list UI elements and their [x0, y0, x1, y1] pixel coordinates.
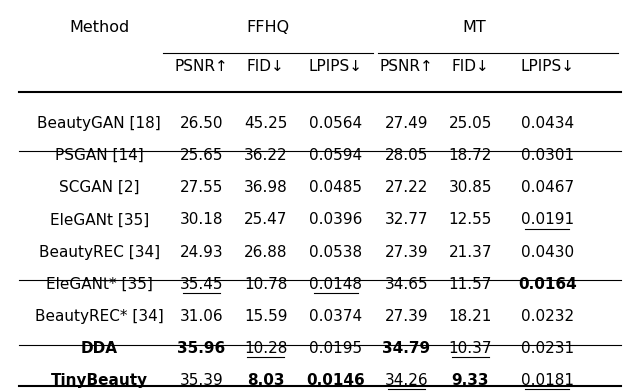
Text: 0.0191: 0.0191: [520, 212, 574, 227]
Text: 36.22: 36.22: [244, 148, 287, 163]
Text: 26.88: 26.88: [244, 245, 287, 260]
Text: 36.98: 36.98: [244, 180, 287, 195]
Text: EleGANt [35]: EleGANt [35]: [49, 212, 149, 227]
Text: 27.39: 27.39: [385, 309, 428, 324]
Text: 0.0181: 0.0181: [521, 373, 573, 388]
Text: 11.57: 11.57: [449, 277, 492, 292]
Text: 0.0164: 0.0164: [518, 277, 577, 292]
Text: 27.55: 27.55: [180, 180, 223, 195]
Text: 25.05: 25.05: [449, 116, 492, 131]
Text: 34.65: 34.65: [385, 277, 428, 292]
Text: 18.72: 18.72: [449, 148, 492, 163]
Text: 9.33: 9.33: [452, 373, 489, 388]
Text: Method: Method: [69, 20, 129, 35]
Text: 35.45: 35.45: [180, 277, 223, 292]
Text: LPIPS↓: LPIPS↓: [520, 59, 574, 74]
Text: 0.0146: 0.0146: [307, 373, 365, 388]
Text: 30.85: 30.85: [449, 180, 492, 195]
Text: SCGAN [2]: SCGAN [2]: [59, 180, 140, 195]
Text: 18.21: 18.21: [449, 309, 492, 324]
Text: 0.0374: 0.0374: [309, 309, 363, 324]
Text: 15.59: 15.59: [244, 309, 287, 324]
Text: 25.65: 25.65: [180, 148, 223, 163]
Text: 10.78: 10.78: [244, 277, 287, 292]
Text: 45.25: 45.25: [244, 116, 287, 131]
Text: PSNR↑: PSNR↑: [380, 59, 433, 74]
Text: PSNR↑: PSNR↑: [175, 59, 228, 74]
Text: 27.22: 27.22: [385, 180, 428, 195]
Text: 26.50: 26.50: [180, 116, 223, 131]
Text: 0.0396: 0.0396: [309, 212, 363, 227]
Text: 27.49: 27.49: [385, 116, 428, 131]
Text: 35.96: 35.96: [177, 341, 226, 356]
Text: 0.0594: 0.0594: [309, 148, 363, 163]
Text: 0.0485: 0.0485: [310, 180, 362, 195]
Text: 24.93: 24.93: [180, 245, 223, 260]
Text: 0.0301: 0.0301: [520, 148, 574, 163]
Text: 34.79: 34.79: [382, 341, 431, 356]
Text: 10.37: 10.37: [449, 341, 492, 356]
Text: 0.0434: 0.0434: [520, 116, 574, 131]
Text: 32.77: 32.77: [385, 212, 428, 227]
Text: 25.47: 25.47: [244, 212, 287, 227]
Text: 0.0231: 0.0231: [520, 341, 574, 356]
Text: 10.28: 10.28: [244, 341, 287, 356]
Text: BeautyREC* [34]: BeautyREC* [34]: [35, 309, 164, 324]
Text: 8.03: 8.03: [247, 373, 284, 388]
Text: EleGANt* [35]: EleGANt* [35]: [46, 277, 152, 292]
Text: 12.55: 12.55: [449, 212, 492, 227]
Text: 35.39: 35.39: [180, 373, 223, 388]
Text: FFHQ: FFHQ: [246, 20, 289, 35]
Text: TinyBeauty: TinyBeauty: [51, 373, 148, 388]
Text: 31.06: 31.06: [180, 309, 223, 324]
Text: BeautyREC [34]: BeautyREC [34]: [38, 245, 160, 260]
Text: 28.05: 28.05: [385, 148, 428, 163]
Text: FID↓: FID↓: [247, 59, 284, 74]
Text: FID↓: FID↓: [452, 59, 489, 74]
Text: 21.37: 21.37: [449, 245, 492, 260]
Text: PSGAN [14]: PSGAN [14]: [55, 148, 143, 163]
Text: 0.0148: 0.0148: [310, 277, 362, 292]
Text: 0.0538: 0.0538: [309, 245, 363, 260]
Text: 0.0467: 0.0467: [520, 180, 574, 195]
Text: 0.0195: 0.0195: [309, 341, 363, 356]
Text: DDA: DDA: [81, 341, 118, 356]
Text: MT: MT: [463, 20, 486, 35]
Text: 34.26: 34.26: [385, 373, 428, 388]
Text: 30.18: 30.18: [180, 212, 223, 227]
Text: 27.39: 27.39: [385, 245, 428, 260]
Text: BeautyGAN [18]: BeautyGAN [18]: [37, 116, 161, 131]
Text: 0.0564: 0.0564: [309, 116, 363, 131]
Text: 0.0232: 0.0232: [520, 309, 574, 324]
Text: LPIPS↓: LPIPS↓: [309, 59, 363, 74]
Text: 0.0430: 0.0430: [520, 245, 574, 260]
